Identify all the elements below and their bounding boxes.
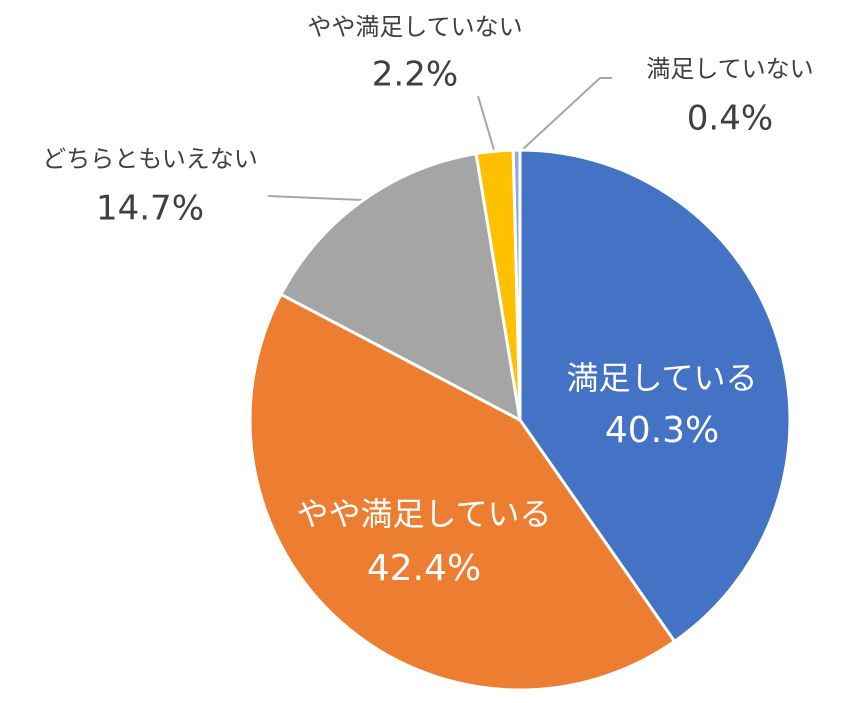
pie-slice bbox=[511, 148, 522, 421]
slice-value-label: 42.4% bbox=[367, 548, 481, 589]
slice-category-label: やや満足していない bbox=[307, 13, 522, 41]
leader-line bbox=[521, 77, 612, 151]
leader-line bbox=[477, 95, 495, 151]
slice-category-label: やや満足している bbox=[296, 495, 551, 533]
pie-slice bbox=[248, 292, 677, 692]
slice-category-label: 満足している bbox=[566, 359, 757, 397]
slice-value-label: 40.3% bbox=[605, 410, 719, 451]
slice-value-label: 0.4% bbox=[687, 99, 773, 139]
slice-value-label: 14.7% bbox=[96, 189, 204, 229]
pie-slice bbox=[278, 151, 522, 423]
leader-line bbox=[267, 195, 363, 201]
slice-category-label: どちらともいえない bbox=[42, 145, 258, 173]
pie-slice bbox=[518, 148, 792, 644]
slice-category-label: 満足していない bbox=[646, 55, 813, 83]
slice-value-label: 2.2% bbox=[372, 55, 458, 95]
